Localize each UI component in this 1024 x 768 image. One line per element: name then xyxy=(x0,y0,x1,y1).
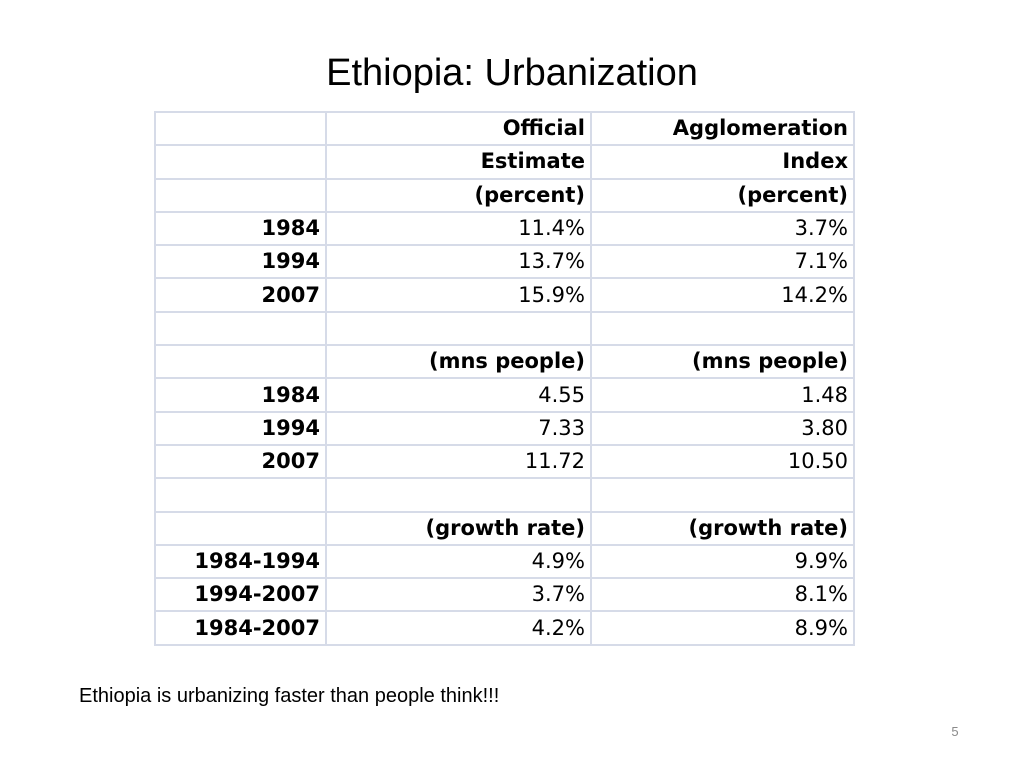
table-row: (mns people) (mns people) xyxy=(154,344,855,380)
official-value-cell: 4.55 xyxy=(325,377,592,413)
agglomeration-unit-cell: (mns people) xyxy=(590,344,855,380)
table-row: 1994-2007 3.7% 8.1% xyxy=(154,577,855,613)
official-unit-cell: (growth rate) xyxy=(325,510,592,546)
official-value-cell: 11.72 xyxy=(325,443,592,480)
table-row: 1984-1994 4.9% 9.9% xyxy=(154,543,855,580)
empty-cell xyxy=(590,310,855,347)
official-value-cell: 15.9% xyxy=(325,277,592,313)
agglomeration-header-cell: Index xyxy=(590,144,855,180)
empty-cell xyxy=(590,477,855,513)
year-label-cell: 1994 xyxy=(154,410,327,446)
empty-cell xyxy=(154,477,327,513)
official-value-cell: 13.7% xyxy=(325,244,592,280)
empty-cell xyxy=(154,310,327,347)
official-value-cell: 4.2% xyxy=(325,610,592,646)
official-value-cell: 4.9% xyxy=(325,543,592,580)
table-row: (growth rate) (growth rate) xyxy=(154,510,855,546)
agglomeration-value-cell: 9.9% xyxy=(590,543,855,580)
table-row: 1994 13.7% 7.1% xyxy=(154,244,855,280)
table-row: 1984-2007 4.2% 8.9% xyxy=(154,610,855,646)
agglomeration-value-cell: 8.1% xyxy=(590,577,855,613)
footnote-text: Ethiopia is urbanizing faster than peopl… xyxy=(79,685,500,707)
row-label-cell xyxy=(154,144,327,180)
agglomeration-value-cell: 14.2% xyxy=(590,277,855,313)
row-label-cell xyxy=(154,110,327,147)
table-row: 1994 7.33 3.80 xyxy=(154,410,855,446)
agglomeration-value-cell: 3.7% xyxy=(590,210,855,247)
row-label-cell xyxy=(154,510,327,546)
page-number: 5 xyxy=(951,724,959,739)
urbanization-table: Official Agglomeration Estimate Index (p… xyxy=(154,110,855,646)
agglomeration-header-cell: Agglomeration xyxy=(590,110,855,147)
table-row: Estimate Index xyxy=(154,144,855,180)
agglomeration-unit-cell: (growth rate) xyxy=(590,510,855,546)
official-value-cell: 11.4% xyxy=(325,210,592,247)
table-row: 1984 11.4% 3.7% xyxy=(154,210,855,247)
agglomeration-value-cell: 7.1% xyxy=(590,244,855,280)
table-row: 2007 11.72 10.50 xyxy=(154,443,855,480)
official-unit-cell: (mns people) xyxy=(325,344,592,380)
row-label-cell xyxy=(154,344,327,380)
agglomeration-value-cell: 10.50 xyxy=(590,443,855,480)
year-label-cell: 2007 xyxy=(154,443,327,480)
table-row-spacer xyxy=(154,310,855,347)
agglomeration-unit-cell: (percent) xyxy=(590,177,855,213)
year-label-cell: 2007 xyxy=(154,277,327,313)
table-row-spacer xyxy=(154,477,855,513)
row-label-cell xyxy=(154,177,327,213)
official-value-cell: 7.33 xyxy=(325,410,592,446)
empty-cell xyxy=(325,310,592,347)
official-header-cell: Estimate xyxy=(325,144,592,180)
year-label-cell: 1994 xyxy=(154,244,327,280)
slide-title: Ethiopia: Urbanization xyxy=(326,52,698,94)
official-header-cell: Official xyxy=(325,110,592,147)
year-label-cell: 1984 xyxy=(154,377,327,413)
empty-cell xyxy=(325,477,592,513)
year-label-cell: 1984 xyxy=(154,210,327,247)
agglomeration-value-cell: 3.80 xyxy=(590,410,855,446)
period-label-cell: 1984-1994 xyxy=(154,543,327,580)
table-row: 1984 4.55 1.48 xyxy=(154,377,855,413)
table-row: 2007 15.9% 14.2% xyxy=(154,277,855,313)
period-label-cell: 1984-2007 xyxy=(154,610,327,646)
agglomeration-value-cell: 1.48 xyxy=(590,377,855,413)
table-row: (percent) (percent) xyxy=(154,177,855,213)
official-value-cell: 3.7% xyxy=(325,577,592,613)
table-row: Official Agglomeration xyxy=(154,110,855,147)
agglomeration-value-cell: 8.9% xyxy=(590,610,855,646)
period-label-cell: 1994-2007 xyxy=(154,577,327,613)
official-unit-cell: (percent) xyxy=(325,177,592,213)
